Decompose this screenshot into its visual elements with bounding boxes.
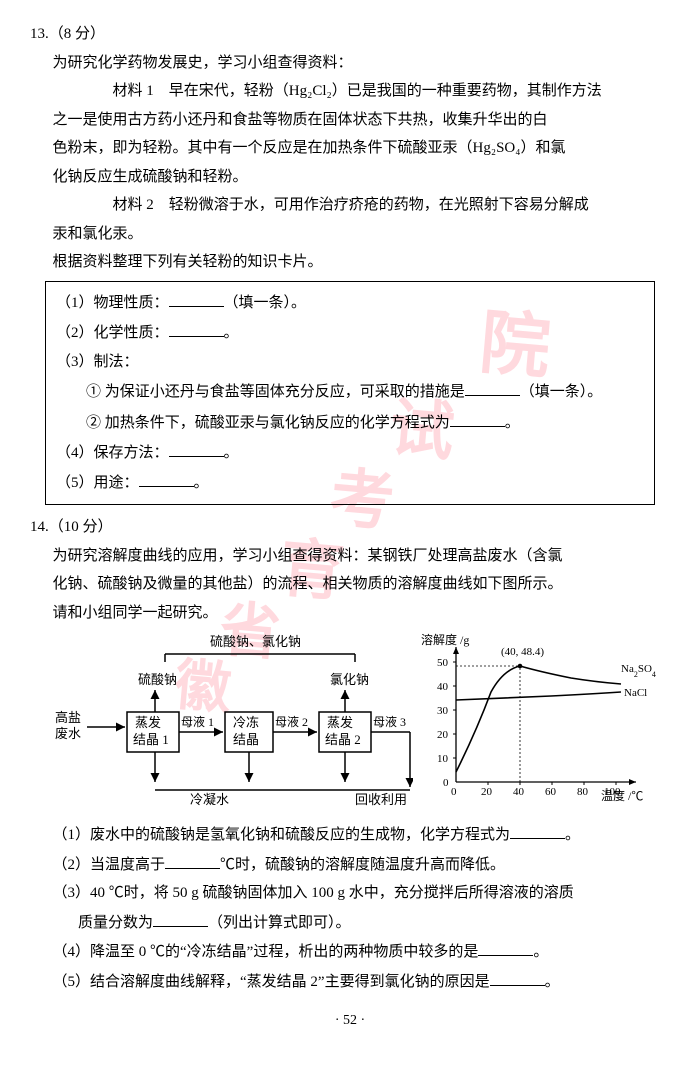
dot: 。 — [533, 944, 548, 960]
q14-sub4: （4）降温至 0 ℃的“冷冻结晶”过程，析出的两种物质中较多的是 。 — [53, 937, 671, 967]
blank[interactable] — [490, 967, 545, 986]
sub2a: （2）当温度高于 — [53, 857, 166, 873]
blank[interactable] — [139, 468, 194, 487]
p1-tail: （填一条）。 — [224, 295, 307, 311]
q14-introB: 化钠、硫酸钠及微量的其他盐）的流程、相关物质的溶解度曲线如下图所示。 — [53, 570, 671, 599]
svg-text:40: 40 — [513, 786, 525, 798]
label-nacl: NaCl — [624, 687, 647, 699]
blank[interactable] — [478, 937, 533, 956]
q14-sub3a: （3）40 ℃时，将 50 g 硫酸钠固体加入 100 g 水中，充分搅拌后所得… — [53, 879, 671, 908]
blank[interactable] — [153, 908, 208, 927]
blank[interactable] — [510, 820, 565, 839]
q14-sub3b: 质量分数为 （列出计算式即可）。 — [78, 908, 670, 938]
blank[interactable] — [169, 288, 224, 307]
svg-text:100: 100 — [604, 786, 621, 798]
diagram-row: 硫酸钠、氯化钠 硫酸钠 氯化钠 高盐 废水 蒸发 结晶 1 母液 1 — [55, 632, 670, 812]
b2a: 冷冻 — [233, 715, 259, 730]
blank[interactable] — [465, 377, 520, 396]
b1a: 蒸发 — [135, 715, 161, 730]
q14-introC: 请和小组同学一起研究。 — [53, 599, 671, 628]
p1-label: （1）物理性质： — [56, 295, 169, 311]
sub1-text: （1）废水中的硫酸钠是氢氧化钠和硫酸反应的生成物，化学方程式为 — [53, 827, 511, 843]
box-p3-1: ① 为保证小还丹与食盐等固体充分反应，可采取的措施是 （填一条）。 — [86, 377, 644, 407]
b3a: 蒸发 — [327, 715, 353, 730]
svg-text:40: 40 — [437, 681, 449, 693]
dot: 。 — [505, 415, 520, 431]
box-p3: （3）制法： — [56, 348, 644, 377]
dot: 。 — [565, 827, 580, 843]
svg-text:10: 10 — [437, 753, 449, 765]
flow-top-label: 硫酸钠、氯化钠 — [210, 634, 301, 649]
b3b: 结晶 2 — [325, 732, 361, 747]
knowledge-card-box: （1）物理性质： （填一条）。 （2）化学性质： 。 （3）制法： ① 为保证小还丹… — [45, 281, 655, 506]
ylabel: 溶解度 /g — [421, 632, 469, 647]
svg-text:20: 20 — [481, 786, 493, 798]
sub2b: ℃时，硫酸钠的溶解度随温度升高而降低。 — [220, 857, 505, 873]
p3-1a: ① 为保证小还丹与食盐等固体充分反应，可采取的措施是 — [86, 384, 465, 400]
sub3c: （列出计算式即可）。 — [208, 915, 351, 931]
label-na2so4: Na2SO4 — [621, 663, 656, 679]
dot: 。 — [224, 325, 239, 341]
recycle: 回收利用 — [355, 792, 407, 807]
blank[interactable] — [169, 318, 224, 337]
flow-in1: 高盐 — [55, 710, 81, 725]
q13-mat2b: 汞和氯化汞。 — [53, 220, 671, 249]
q13-mat1d: 化钠反应生成硫酸钠和轻粉。 — [53, 163, 671, 192]
m2: 母液 2 — [275, 714, 308, 729]
flowchart: 硫酸钠、氯化钠 硫酸钠 氯化钠 高盐 废水 蒸发 结晶 1 母液 1 — [55, 632, 413, 812]
q13-mat1c: 色粉末，即为轻粉。其中有一个反应是在加热条件下硫酸亚汞（Hg₂SO₄）和氯 — [53, 134, 671, 163]
cond: 冷凝水 — [190, 792, 229, 807]
q13-mat1a: 材料 1 早在宋代，轻粉（Hg₂Cl₂）已是我国的一种重要药物，其制作方法 — [53, 77, 671, 106]
box-p2: （2）化学性质： 。 — [56, 318, 644, 348]
box-p3-2: ② 加热条件下，硫酸亚汞与氯化钠反应的化学方程式为 。 — [86, 408, 644, 438]
flow-nacl-label: 氯化钠 — [330, 672, 369, 687]
svg-text:0: 0 — [451, 786, 457, 798]
solubility-chart: 溶解度 /g 温度 /℃ 0 10 20 30 40 50 0 20 40 60… — [421, 632, 670, 812]
box-p4: （4）保存方法： 。 — [56, 438, 644, 468]
m3: 母液 3 — [373, 714, 406, 729]
box-p5: （5）用途： 。 — [56, 468, 644, 498]
q14-sub2: （2）当温度高于 ℃时，硫酸钠的溶解度随温度升高而降低。 — [53, 850, 671, 880]
q13-mat2a: 材料 2 轻粉微溶于水，可用作治疗疥疮的药物，在光照射下容易分解成 — [53, 191, 671, 220]
q13-mat1b: 之一是使用古方药小还丹和食盐等物质在固体状态下共热，收集升华出的白 — [53, 106, 671, 135]
blank[interactable] — [450, 408, 505, 427]
m1: 母液 1 — [181, 714, 214, 729]
chart-point: (40, 48.4) — [501, 646, 544, 658]
flow-in2: 废水 — [55, 726, 81, 741]
dot: 。 — [194, 475, 209, 491]
p3-2a: ② 加热条件下，硫酸亚汞与氯化钠反应的化学方程式为 — [86, 415, 450, 431]
b2b: 结晶 — [233, 732, 259, 747]
p5-label: （5）用途： — [56, 475, 139, 491]
svg-text:50: 50 — [437, 657, 449, 669]
p4-label: （4）保存方法： — [56, 445, 169, 461]
b1b: 结晶 1 — [133, 732, 169, 747]
q13-intro: 为研究化学药物发展史，学习小组查得资料： — [53, 49, 671, 78]
question-13: 13.（8 分） 为研究化学药物发展史，学习小组查得资料： 材料 1 早在宋代，… — [30, 20, 670, 505]
p3-1b: （填一条）。 — [520, 384, 603, 400]
svg-text:80: 80 — [577, 786, 589, 798]
svg-text:20: 20 — [437, 729, 449, 741]
sub5-text: （5）结合溶解度曲线解释，“蒸发结晶 2”主要得到氯化钠的原因是 — [53, 974, 490, 990]
q14-sub5: （5）结合溶解度曲线解释，“蒸发结晶 2”主要得到氯化钠的原因是 。 — [53, 967, 671, 997]
blank[interactable] — [165, 850, 220, 869]
page-number: · 52 · — [30, 1008, 670, 1035]
svg-text:60: 60 — [545, 786, 557, 798]
box-p1: （1）物理性质： （填一条）。 — [56, 288, 644, 318]
p2-label: （2）化学性质： — [56, 325, 169, 341]
svg-text:0: 0 — [443, 777, 449, 789]
sub4-text: （4）降温至 0 ℃的“冷冻结晶”过程，析出的两种物质中较多的是 — [53, 944, 479, 960]
q14-sub1: （1）废水中的硫酸钠是氢氧化钠和硫酸反应的生成物，化学方程式为 。 — [53, 820, 671, 850]
blank[interactable] — [169, 438, 224, 457]
q13-summary: 根据资料整理下列有关轻粉的知识卡片。 — [53, 248, 671, 277]
q14-header: 14.（10 分） — [30, 513, 670, 542]
question-14: 14.（10 分） 为研究溶解度曲线的应用，学习小组查得资料：某钢铁厂处理高盐废… — [30, 513, 670, 996]
svg-text:30: 30 — [437, 705, 449, 717]
sub3b-text: 质量分数为 — [78, 915, 153, 931]
flow-na2so4-label: 硫酸钠 — [138, 672, 177, 687]
dot: 。 — [224, 445, 239, 461]
dot: 。 — [545, 974, 560, 990]
q14-introA: 为研究溶解度曲线的应用，学习小组查得资料：某钢铁厂处理高盐废水（含氯 — [53, 542, 671, 571]
q13-header: 13.（8 分） — [30, 20, 670, 49]
